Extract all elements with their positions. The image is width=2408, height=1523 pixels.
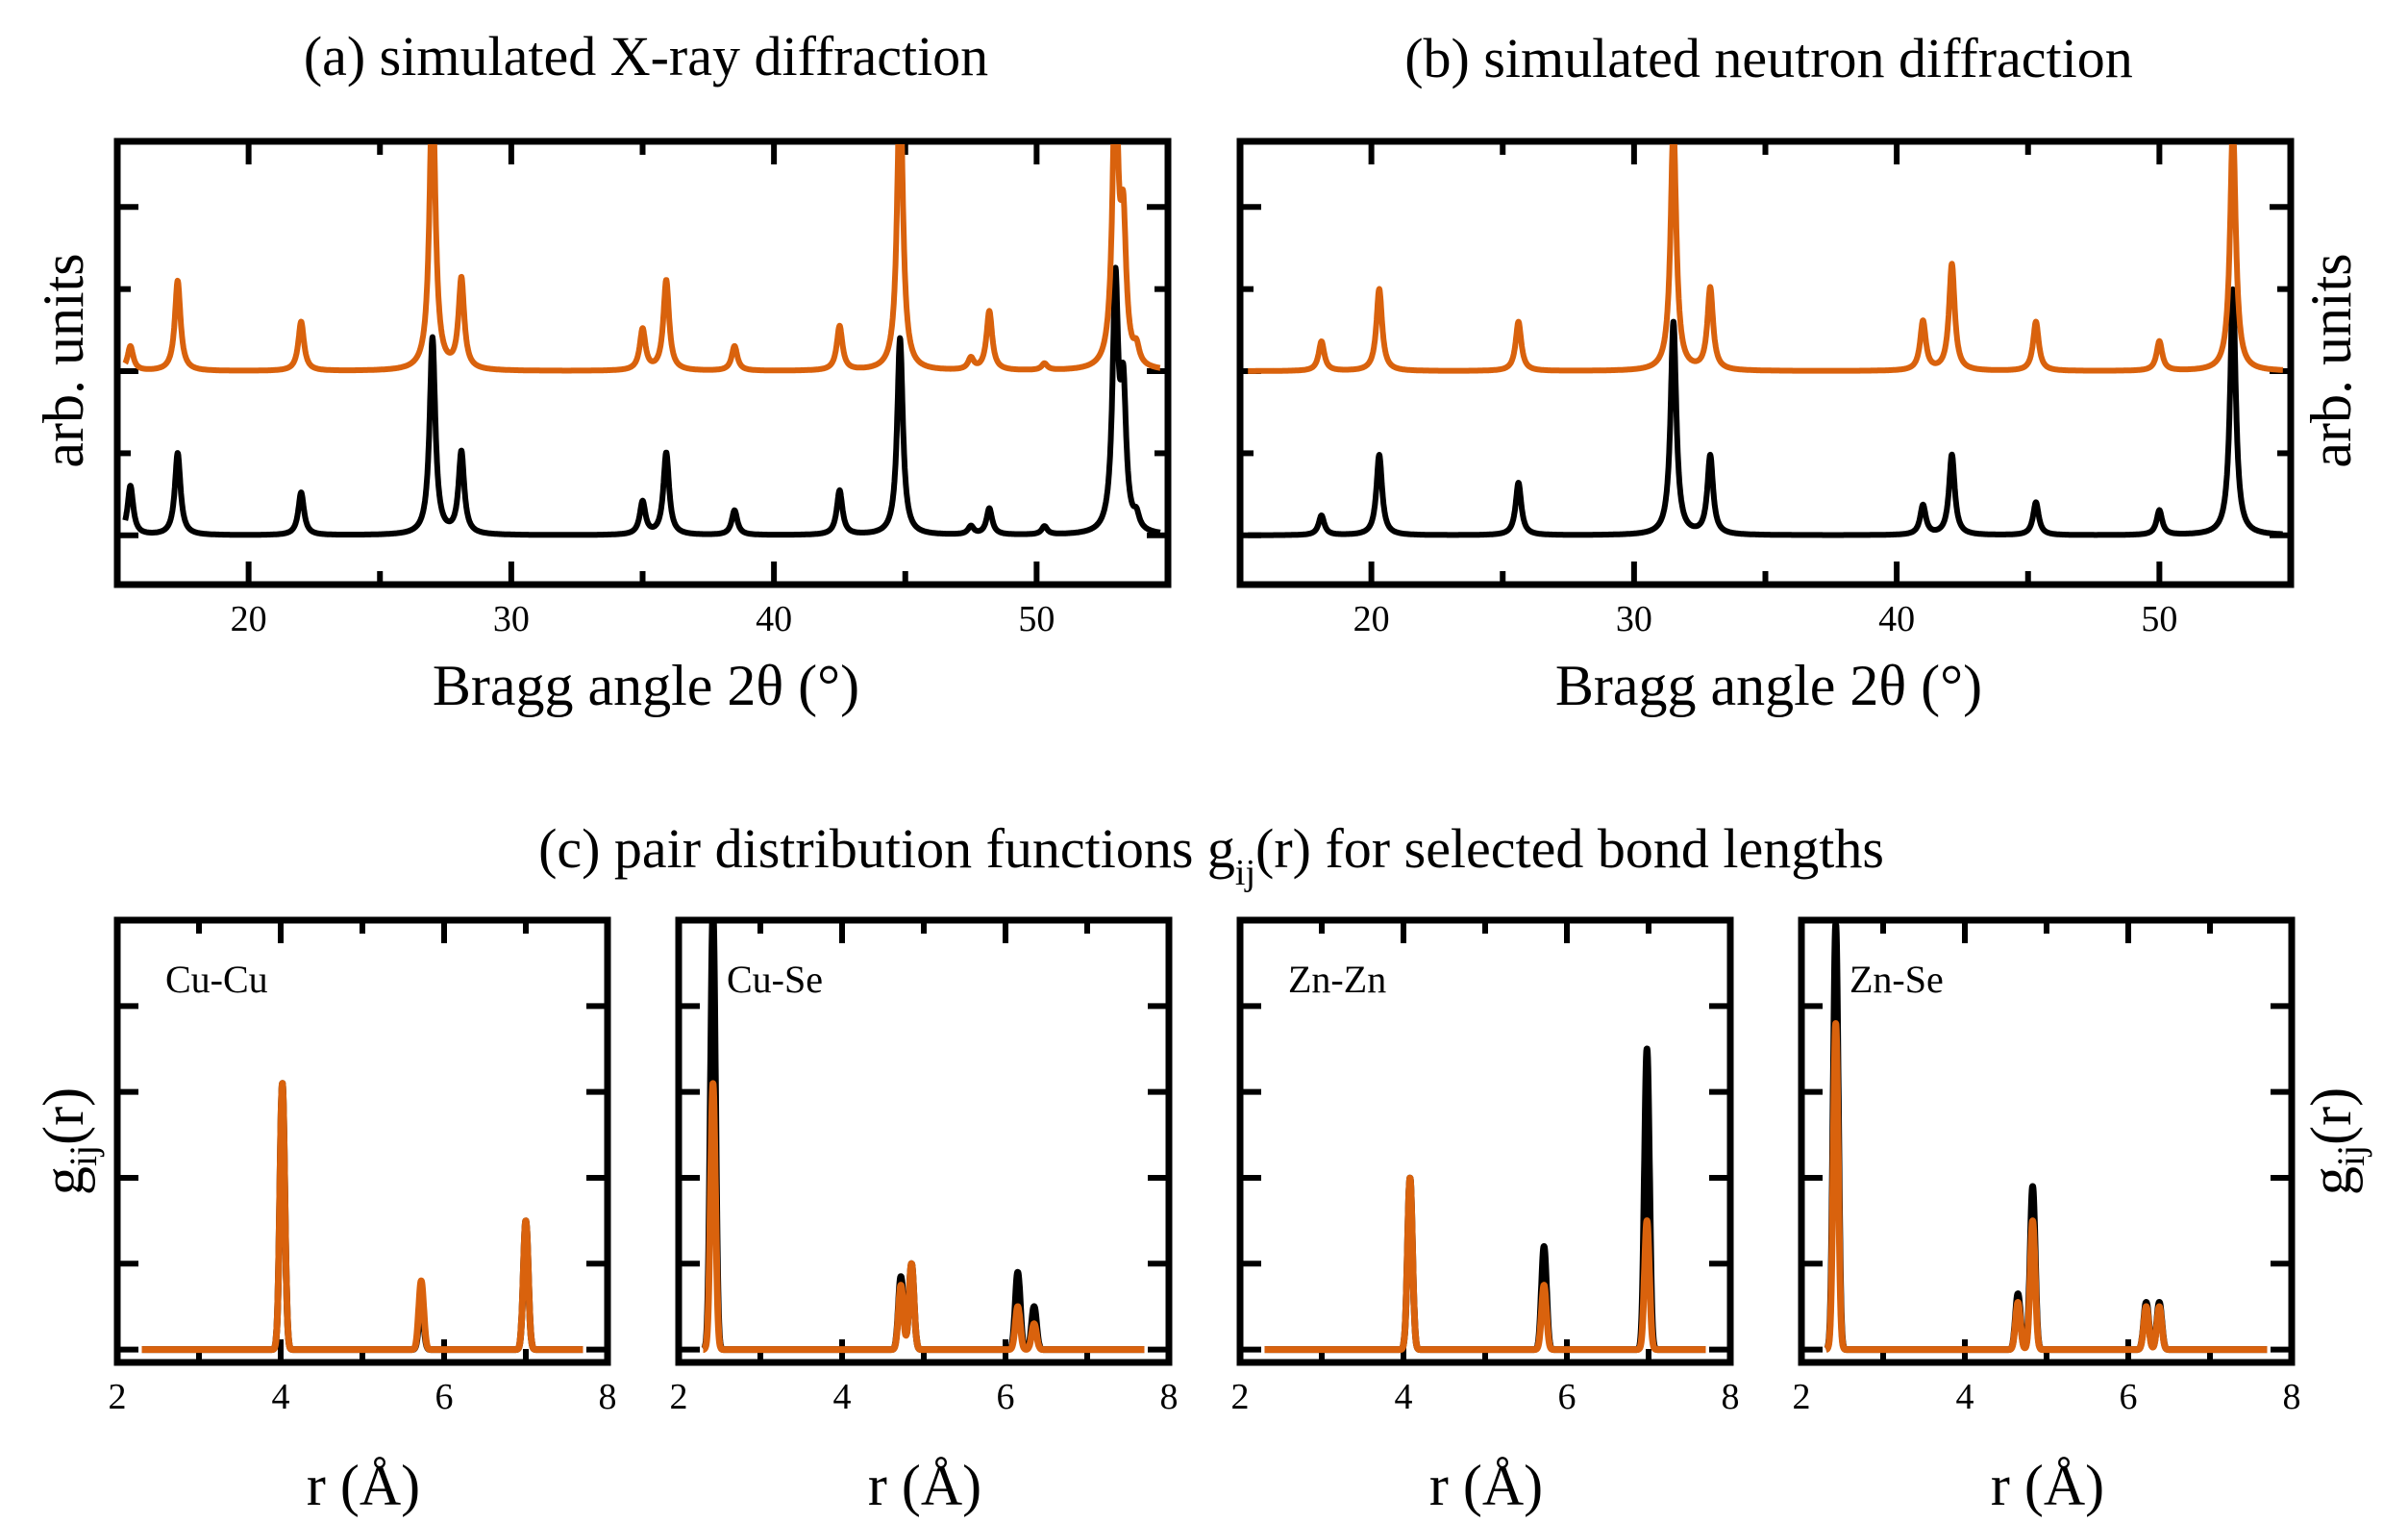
panel-b-frame (1236, 137, 2295, 588)
series-line-orange (138, 1080, 586, 1354)
panel-c4-plot (1823, 923, 2271, 1354)
x-tick-label: 6 (1558, 1377, 1576, 1417)
series-line-black (122, 264, 1163, 538)
x-tick-label: 8 (599, 1377, 617, 1417)
x-tick-label: 50 (1018, 599, 1055, 639)
x-tick-label: 6 (997, 1377, 1015, 1417)
panel-c3: 2 4 6 8 Zn-Zn r (Å) (1231, 916, 1740, 1517)
panel-c2-xlabel: r (Å) (868, 1454, 981, 1517)
panel-c4-tick-labels: 2 4 6 8 (1793, 1377, 2301, 1417)
x-tick-label: 30 (493, 599, 530, 639)
x-tick-label: 6 (435, 1377, 454, 1417)
panel-c1-plot (138, 1080, 586, 1354)
series-line-orange (1261, 1174, 1709, 1354)
panel-b-title: (b) simulated neutron diffraction (1404, 27, 2133, 89)
x-tick-label: 4 (1395, 1377, 1413, 1417)
panel-c1-label: Cu-Cu (165, 958, 268, 1001)
x-tick-label: 4 (272, 1377, 290, 1417)
panel-c3-tick-labels: 2 4 6 8 (1231, 1377, 1740, 1417)
panel-c2-plot (700, 923, 1148, 1354)
x-tick-label: 2 (109, 1377, 127, 1417)
x-tick-label: 20 (1353, 599, 1390, 639)
panel-c4-xlabel: r (Å) (1991, 1454, 2104, 1517)
x-tick-label: 50 (2141, 599, 2177, 639)
x-tick-label: 20 (231, 599, 267, 639)
pdf-ylabel-right: gij(r) (2299, 1087, 2372, 1195)
panel-a-frame (113, 137, 1172, 588)
panel-a: 20 30 40 50 Bragg angle 2θ (°) arb. units (32, 137, 1172, 717)
x-tick-label: 30 (1616, 599, 1652, 639)
panel-c-title: (c) pair distribution functions gij(r) f… (538, 817, 1884, 893)
pdf-ylabel-left: gij(r) (32, 1087, 105, 1195)
series-line-black (1245, 286, 2286, 538)
panel-b-ylabel: arb. units (2299, 253, 2363, 467)
panel-b-tick-labels: 20 30 40 50 (1353, 599, 2178, 639)
panel-c3-xlabel: r (Å) (1429, 1454, 1543, 1517)
x-tick-label: 8 (1160, 1377, 1179, 1417)
panel-b-ticks (1237, 141, 2294, 585)
x-tick-label: 2 (1231, 1377, 1250, 1417)
panel-a-ticks (114, 141, 1171, 585)
panel-a-title: (a) simulated X-ray diffraction (304, 25, 988, 87)
panel-a-ylabel: arb. units (32, 253, 95, 467)
series-line-orange (1823, 1020, 2271, 1354)
x-tick-label: 40 (1878, 599, 1915, 639)
panel-a-tick-labels: 20 30 40 50 (231, 599, 1055, 639)
panel-b: 20 30 40 50 Bragg angle 2θ (°) arb. units (1236, 137, 2363, 717)
panel-c4: 2 4 6 8 Zn-Se r (Å) (1793, 916, 2301, 1517)
series-line-orange (122, 144, 1163, 374)
series-line-black (1261, 1045, 1709, 1354)
panel-c1-xlabel: r (Å) (307, 1454, 420, 1517)
panel-c3-plot (1261, 1045, 1709, 1354)
panel-c3-label: Zn-Zn (1288, 958, 1386, 1001)
panel-c2-tick-labels: 2 4 6 8 (670, 1377, 1179, 1417)
series-line-black (138, 1080, 586, 1354)
panel-a-plot (122, 144, 1163, 538)
x-tick-label: 2 (670, 1377, 688, 1417)
x-tick-label: 40 (756, 599, 792, 639)
x-tick-label: 8 (1722, 1377, 1740, 1417)
panel-c2: 2 4 6 8 Cu-Se r (Å) (670, 916, 1179, 1517)
panel-c2-ticks (676, 920, 1172, 1362)
series-line-orange (700, 1080, 1148, 1354)
x-tick-label: 4 (1956, 1377, 1974, 1417)
panel-c2-label: Cu-Se (727, 958, 823, 1001)
x-tick-label: 2 (1793, 1377, 1811, 1417)
panel-a-xlabel: Bragg angle 2θ (°) (433, 654, 859, 717)
series-line-orange (1245, 144, 2286, 374)
panel-c1-tick-labels: 2 4 6 8 (109, 1377, 617, 1417)
panel-c1: 2 4 6 8 Cu-Cu r (Å) (109, 916, 617, 1517)
x-tick-label: 6 (2120, 1377, 2138, 1417)
panel-c3-ticks (1237, 920, 1733, 1362)
panel-c4-label: Zn-Se (1849, 958, 1944, 1001)
x-tick-label: 8 (2283, 1377, 2301, 1417)
panel-b-xlabel: Bragg angle 2θ (°) (1555, 654, 1982, 717)
panel-b-plot (1245, 144, 2286, 538)
x-tick-label: 4 (833, 1377, 852, 1417)
